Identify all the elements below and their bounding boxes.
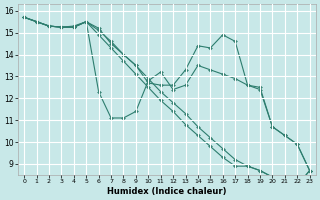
X-axis label: Humidex (Indice chaleur): Humidex (Indice chaleur) <box>107 187 227 196</box>
